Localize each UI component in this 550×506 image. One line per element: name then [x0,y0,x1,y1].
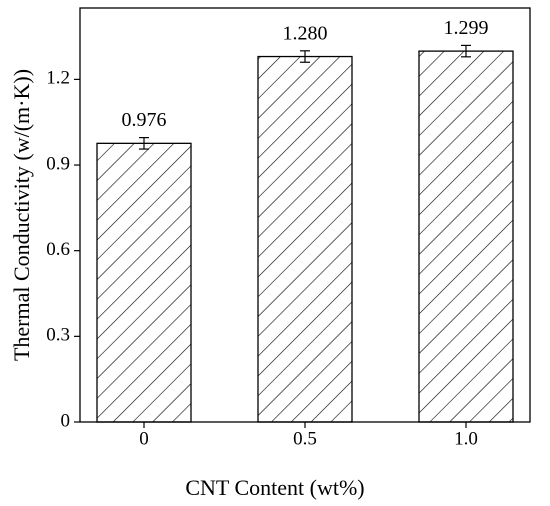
x-tick-label: 0 [139,428,149,449]
y-tick-label: 0.9 [46,153,70,174]
y-tick-label: 1.2 [46,68,70,89]
error-bar [461,44,471,58]
value-label: 1.280 [283,22,328,44]
x-tick-label: 0.5 [293,428,317,449]
bar [96,142,192,423]
bar [418,50,514,423]
plot-frame [79,7,531,423]
value-label: 0.976 [122,109,167,131]
error-bar [139,137,149,150]
bar [257,55,353,423]
error-bar [300,50,310,63]
y-tick-label: 0 [61,410,71,431]
y-tick-label: 0.3 [46,325,70,346]
y-tick-label: 0.6 [46,239,70,260]
x-tick-label: 1.0 [454,428,478,449]
x-axis-label: CNT Content (wt%) [185,475,364,500]
y-axis-label: Thermal Conductivity (w/(m·K)) [9,69,34,361]
value-label: 1.299 [444,17,489,39]
